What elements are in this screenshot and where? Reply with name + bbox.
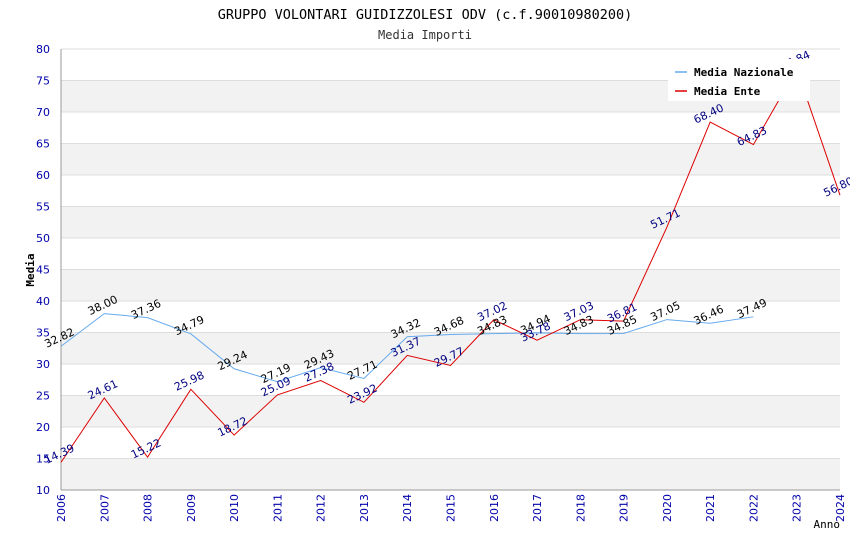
y-tick-label: 45	[36, 264, 50, 277]
x-tick-label: 2015	[445, 494, 458, 522]
x-tick-label: 2023	[791, 494, 804, 522]
x-tick-label: 2012	[315, 494, 328, 522]
x-tick-label: 2007	[98, 494, 111, 522]
y-tick-label: 10	[36, 484, 50, 497]
y-tick-label: 40	[36, 295, 50, 308]
band	[61, 206, 840, 238]
y-tick-label: 80	[36, 43, 50, 56]
band	[61, 301, 840, 333]
y-tick-label: 70	[36, 106, 50, 119]
x-tick-label: 2021	[704, 494, 717, 522]
band	[61, 175, 840, 207]
y-tick-label: 25	[36, 390, 50, 403]
x-tick-label: 2014	[401, 494, 414, 522]
y-tick-label: 75	[36, 75, 50, 88]
y-tick-label: 65	[36, 138, 50, 151]
band	[61, 458, 840, 490]
x-tick-label: 2024	[834, 494, 847, 522]
x-tick-label: 2010	[228, 494, 241, 522]
series-lines	[60, 67, 841, 463]
chart-subtitle: Media Importi	[378, 28, 472, 42]
y-tick-label: 20	[36, 421, 50, 434]
x-tick-label: 2022	[747, 494, 760, 522]
x-axis-ticks: 2006 2007 2008 2009 2010 2011 2012 2013 2014 2015…	[55, 494, 847, 522]
x-tick-label: 2018	[574, 494, 587, 522]
x-tick-label: 2011	[271, 494, 284, 522]
y-tick-label: 15	[36, 453, 50, 466]
legend-label-media-nazionale: Media Nazionale	[694, 66, 794, 79]
x-tick-label: 2006	[55, 494, 68, 522]
band	[61, 112, 840, 144]
band	[61, 395, 840, 427]
band	[61, 427, 840, 459]
y-axis-label: Media	[24, 253, 37, 286]
x-tick-label: 2017	[531, 494, 544, 522]
x-axis-label: Anno	[814, 518, 841, 531]
y-tick-label: 55	[36, 201, 50, 214]
y-tick-label: 30	[36, 358, 50, 371]
x-tick-label: 2009	[185, 494, 198, 522]
y-tick-label: 35	[36, 327, 50, 340]
series-line-media-ente	[60, 67, 841, 463]
x-tick-label: 2019	[618, 494, 631, 522]
y-axis-ticks: 10 15 20 25 30 35 40 45 50 55 60 65 70 75 80	[36, 43, 50, 497]
band	[61, 238, 840, 270]
y-tick-label: 50	[36, 232, 50, 245]
x-tick-label: 2008	[142, 494, 155, 522]
series-line-media-nazionale	[60, 313, 754, 383]
x-tick-label: 2020	[661, 494, 674, 522]
legend-box	[668, 59, 810, 101]
x-tick-label: 2013	[358, 494, 371, 522]
legend-label-media-ente: Media Ente	[694, 85, 761, 98]
chart-title: GRUPPO VOLONTARI GUIDIZZOLESI ODV (c.f.9…	[218, 7, 633, 23]
grid-lines	[61, 48, 840, 491]
band	[61, 269, 840, 301]
band	[61, 332, 840, 364]
x-tick-label: 2016	[488, 494, 501, 522]
y-tick-label: 60	[36, 169, 50, 182]
band	[61, 143, 840, 175]
legend: Media Nazionale Media Ente	[668, 59, 810, 101]
